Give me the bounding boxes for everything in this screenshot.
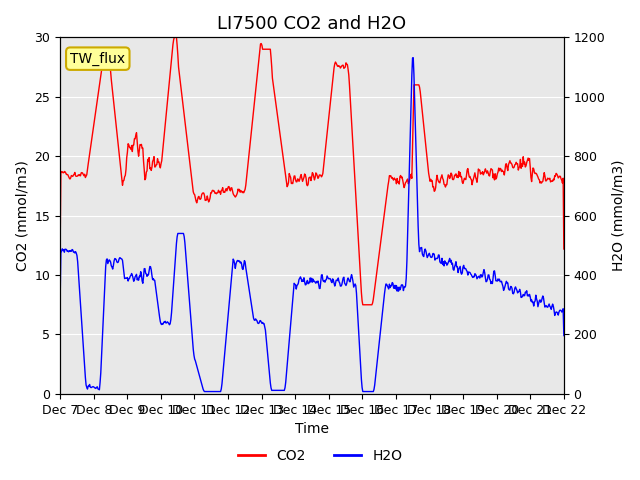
CO2 bbox=[117, 169, 125, 175]
Y-axis label: H2O (mmol/m3): H2O (mmol/m3) bbox=[611, 160, 625, 271]
H2O bbox=[560, 333, 568, 338]
Line: CO2: CO2 bbox=[60, 37, 564, 305]
H2O bbox=[200, 389, 208, 395]
CO2 bbox=[65, 175, 73, 181]
H2O bbox=[410, 55, 417, 60]
Text: TW_flux: TW_flux bbox=[70, 51, 125, 66]
H2O bbox=[168, 300, 176, 306]
CO2 bbox=[196, 196, 204, 202]
H2O bbox=[65, 248, 73, 253]
Line: H2O: H2O bbox=[60, 58, 564, 392]
CO2 bbox=[389, 176, 397, 182]
H2O bbox=[195, 371, 203, 376]
H2O bbox=[56, 297, 64, 302]
X-axis label: Time: Time bbox=[295, 422, 329, 436]
CO2 bbox=[170, 35, 178, 40]
Y-axis label: CO2 (mmol/m3): CO2 (mmol/m3) bbox=[15, 160, 29, 271]
Title: LI7500 CO2 and H2O: LI7500 CO2 and H2O bbox=[218, 15, 406, 33]
CO2 bbox=[374, 259, 382, 264]
H2O bbox=[374, 356, 381, 362]
CO2 bbox=[560, 246, 568, 252]
Legend: CO2, H2O: CO2, H2O bbox=[232, 443, 408, 468]
H2O bbox=[388, 280, 396, 286]
CO2 bbox=[168, 49, 176, 55]
CO2 bbox=[359, 302, 367, 308]
H2O bbox=[117, 256, 125, 262]
CO2 bbox=[56, 244, 64, 250]
